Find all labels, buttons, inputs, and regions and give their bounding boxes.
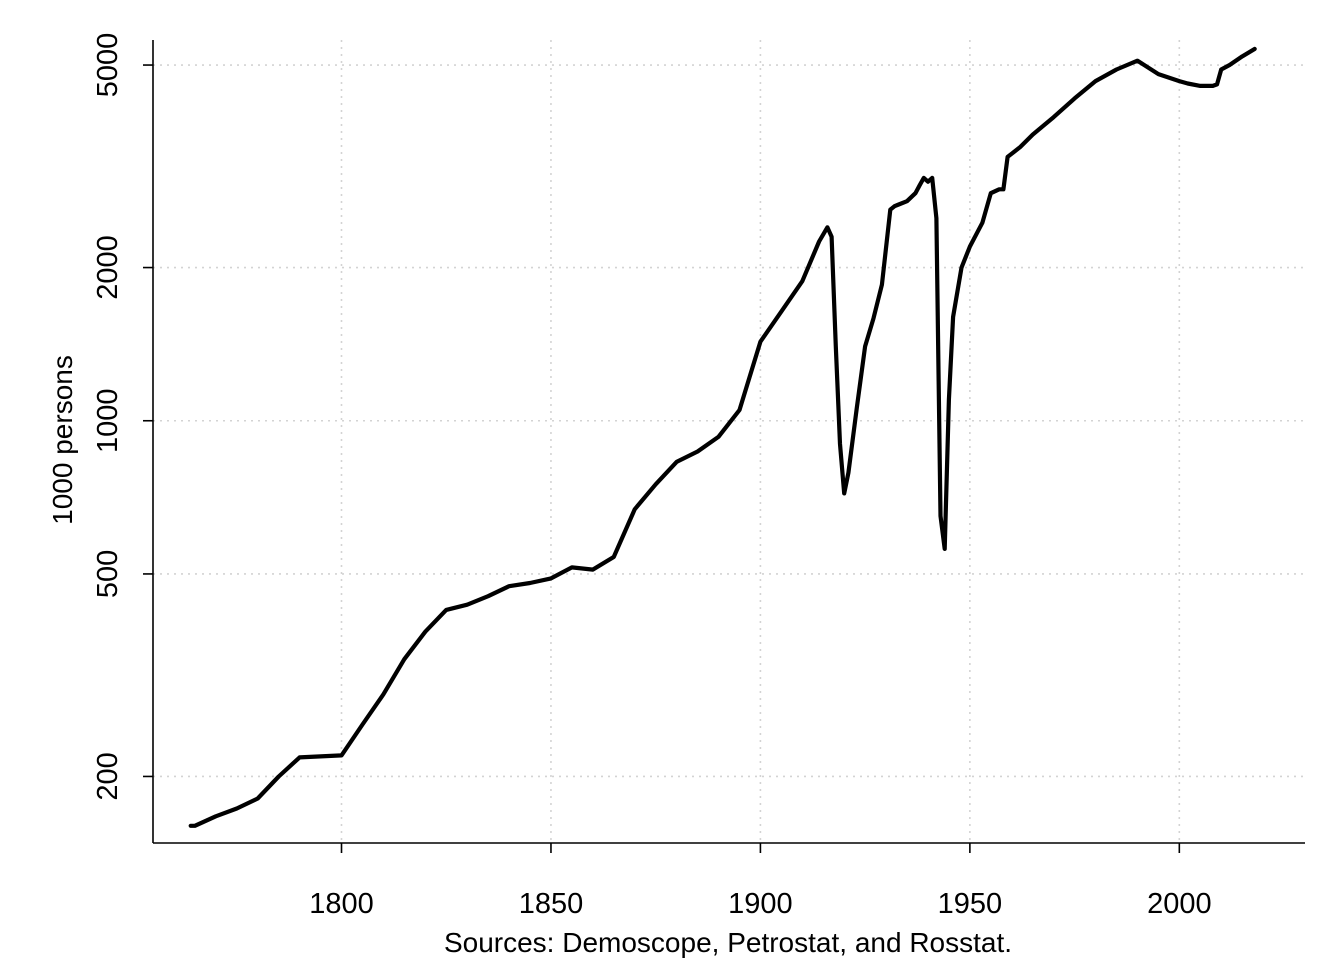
population-series-line — [188, 46, 1257, 828]
y-tick-label-5000: 5000 — [92, 33, 124, 98]
y-tick-label-200: 200 — [92, 752, 124, 800]
y-tick-label-2000: 2000 — [92, 235, 124, 300]
x-tick-label-1950: 1950 — [938, 888, 1003, 920]
grid-lines — [153, 40, 1305, 843]
x-tick-label-1800: 1800 — [309, 888, 374, 920]
x-tick-label-1900: 1900 — [728, 888, 793, 920]
x-axis-title: Sources: Demoscope, Petrostat, and Rosst… — [444, 927, 1012, 958]
y-tick-label-500: 500 — [92, 550, 124, 598]
y-axis-title: 1000 persons — [47, 355, 78, 525]
x-tick-label-1850: 1850 — [519, 888, 584, 920]
y-axis-ticks: 200 500 1000 2000 5000 — [92, 33, 153, 801]
y-tick-label-1000: 1000 — [92, 388, 124, 453]
x-tick-label-2000: 2000 — [1147, 888, 1212, 920]
x-axis-ticks: 1800 1850 1900 1950 2000 — [309, 843, 1212, 920]
